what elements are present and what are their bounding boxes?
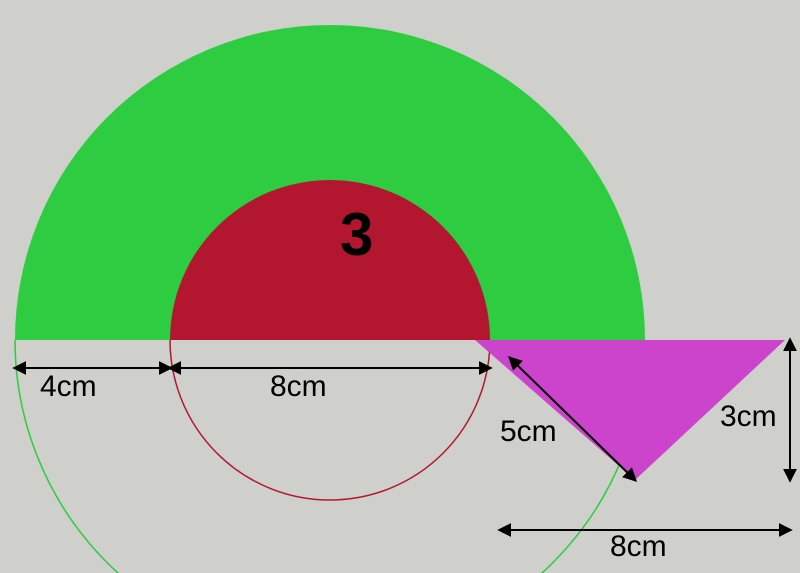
label-8cm-diameter: 8cm — [270, 370, 327, 404]
center-number-3: 3 — [340, 200, 373, 269]
label-8cm-base: 8cm — [610, 530, 667, 564]
diagram-stage: 4cm 8cm 3 5cm 3cm 8cm — [0, 0, 800, 573]
label-5cm: 5cm — [500, 415, 557, 449]
label-3cm: 3cm — [720, 400, 777, 434]
inner-circle-outline — [170, 340, 490, 500]
diagram-svg — [0, 0, 800, 573]
label-4cm: 4cm — [40, 370, 97, 404]
